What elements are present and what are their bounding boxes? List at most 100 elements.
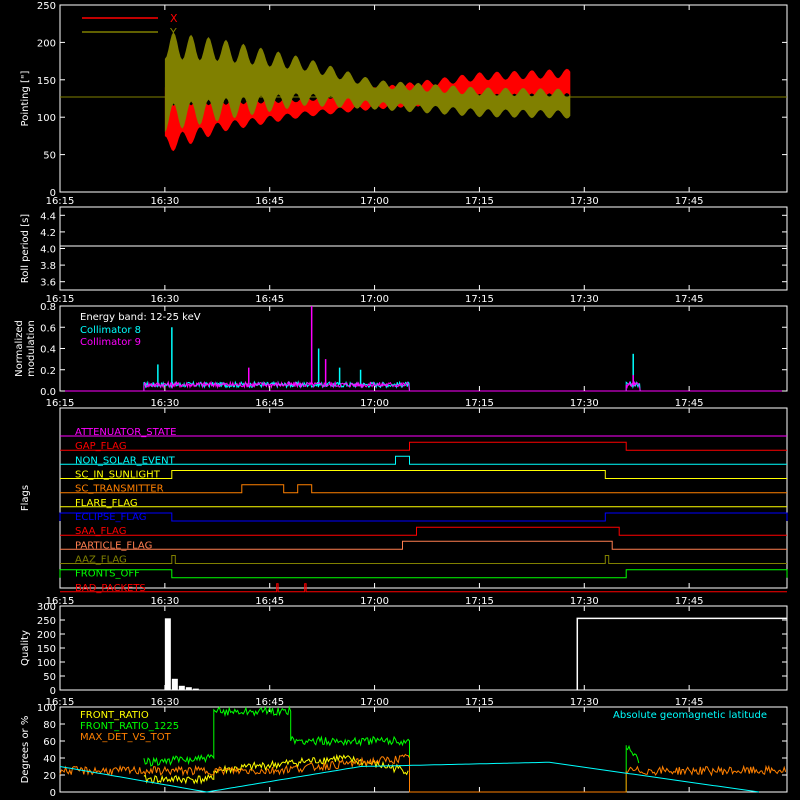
flag-row-gap-flag: GAP_FLAG xyxy=(60,441,787,452)
y-tick-label: 100 xyxy=(37,703,56,714)
flag-trace xyxy=(60,583,787,593)
x-tick-label: 17:45 xyxy=(675,697,704,708)
panel-0-y-axis: 0 50 100 150 200 250 xyxy=(37,1,787,199)
x-tick-label: 16:45 xyxy=(255,196,284,207)
x-tick-label: 16:45 xyxy=(255,294,284,305)
x-tick-label: 17:00 xyxy=(360,697,389,708)
panel-2-x-axis: 16:15 16:30 16:45 17:00 17:15 17:30 17:45 xyxy=(46,306,704,409)
flag-trace xyxy=(59,569,788,579)
quality-bars xyxy=(164,618,199,690)
y-tick-label: 100 xyxy=(37,658,56,669)
flag-label: AAZ_FLAG xyxy=(75,555,127,566)
modulation-legend-title: Energy band: 12-25 keV xyxy=(80,312,201,323)
y-tick-label: 50 xyxy=(43,151,56,162)
x-tick-label: 16:45 xyxy=(255,398,284,409)
x-tick-label: 16:15 xyxy=(46,596,75,607)
y-tick-label: 150 xyxy=(37,644,56,655)
panel-5-ylabel: Degrees or % xyxy=(20,716,31,784)
y-tick-label: 0.6 xyxy=(40,323,56,334)
flag-label: BAD_PACKETS xyxy=(75,583,146,594)
y-tick-label: 0 xyxy=(50,788,56,799)
flag-row-aaz-flag: AAZ_FLAG xyxy=(60,555,787,566)
panel-4-x-axis: 16:15 16:30 16:45 17:00 17:15 17:30 17:45 xyxy=(46,606,704,708)
y-tick-label: 0 xyxy=(50,686,56,697)
panel-4-ylabel: Quality xyxy=(20,630,31,666)
flag-trace xyxy=(60,540,787,550)
y-tick-label: 0.2 xyxy=(40,366,56,377)
panel-3-frame xyxy=(59,407,788,589)
flag-label: ATTENUATOR_STATE xyxy=(75,427,176,438)
y-tick-label: 250 xyxy=(37,616,56,627)
flag-row-sc-in-sunlight: SC_IN_SUNLIGHT xyxy=(60,470,787,481)
x-tick-label: 17:15 xyxy=(465,697,494,708)
y-tick-label: 0 xyxy=(50,188,56,199)
flag-trace xyxy=(60,455,787,465)
y-tick-label: 100 xyxy=(37,113,56,124)
y-tick-label: 20 xyxy=(43,771,56,782)
x-tick-label: 17:15 xyxy=(465,294,494,305)
x-tick-label: 17:00 xyxy=(360,398,389,409)
x-tick-label: 17:45 xyxy=(675,596,704,607)
legend-label-y: Y xyxy=(169,26,177,39)
flag-row-non-solar-event: NON_SOLAR_EVENT xyxy=(60,455,787,466)
x-tick-label: 16:30 xyxy=(150,596,179,607)
x-tick-label: 17:15 xyxy=(465,398,494,409)
flag-trace xyxy=(60,484,787,494)
x-tick-label: 17:00 xyxy=(360,294,389,305)
panel-5-y-axis: 0 20 40 60 80 100 xyxy=(37,703,787,799)
flag-trace xyxy=(60,526,787,536)
y-tick-label: 3.8 xyxy=(40,261,56,272)
x-tick-label: 17:45 xyxy=(675,196,704,207)
flag-trace xyxy=(60,470,787,479)
flag-label: SAA_FLAG xyxy=(75,526,126,537)
flag-label: SC_TRANSMITTER xyxy=(75,484,164,495)
flag-row-attenuator-state: ATTENUATOR_STATE xyxy=(60,427,787,438)
quality-bar xyxy=(171,678,178,690)
panel-4-y-axis: 0 50 100 150 200 250 300 xyxy=(37,602,787,697)
quality-bar xyxy=(192,688,199,690)
y-tick-label: 60 xyxy=(43,737,56,748)
flag-row-particle-flag: PARTICLE_FLAG xyxy=(60,540,787,551)
quality-step-line xyxy=(576,617,787,690)
flag-label: FLARE_FLAG xyxy=(75,498,138,509)
y-tick-label: 200 xyxy=(37,630,56,641)
panel-2-y-axis: 0.0 0.2 0.4 0.6 0.8 xyxy=(40,302,787,398)
y-tick-label: 0.8 xyxy=(40,302,56,313)
series-y-pointing xyxy=(164,32,571,133)
panel-2-ylabel: Normalized xyxy=(14,320,25,377)
legend-label-x: X xyxy=(170,12,178,25)
ratio-trace xyxy=(59,761,760,793)
pointing-band-y xyxy=(164,32,571,133)
y-tick-label: 0.0 xyxy=(40,387,56,398)
x-tick-label: 16:30 xyxy=(150,697,179,708)
flag-row-eclipse-flag: ECLIPSE_FLAG xyxy=(59,512,788,523)
y-tick-label: 0.4 xyxy=(40,345,56,356)
x-tick-label: 17:00 xyxy=(360,196,389,207)
flag-trace xyxy=(60,441,787,451)
x-tick-label: 16:15 xyxy=(46,398,75,409)
series-collimator-9 xyxy=(143,306,641,392)
x-tick-label: 17:15 xyxy=(465,596,494,607)
y-tick-label: 50 xyxy=(43,672,56,683)
x-tick-label: 17:30 xyxy=(570,398,599,409)
flag-row-flare-flag: FLARE_FLAG xyxy=(60,498,787,509)
flag-row-fronts-off: FRONTS_OFF xyxy=(59,569,788,580)
modulation-trace xyxy=(143,380,410,392)
panel-0-x-axis: 16:15 16:30 16:45 17:00 17:15 17:30 17:45 xyxy=(46,5,704,207)
y-tick-label: 80 xyxy=(43,720,56,731)
flag-row-sc-transmitter: SC_TRANSMITTER xyxy=(60,484,787,495)
x-tick-label: 16:45 xyxy=(255,596,284,607)
ratio-legend-label: FRONT_RATIO xyxy=(80,710,149,721)
y-tick-label: 200 xyxy=(37,38,56,49)
panel-1-y-axis: 3.6 3.8 4.0 4.2 4.4 xyxy=(40,211,787,289)
flag-label: NON_SOLAR_EVENT xyxy=(75,455,176,466)
quality-bar xyxy=(185,687,192,690)
flag-label: ECLIPSE_FLAG xyxy=(75,512,146,523)
y-tick-label: 250 xyxy=(37,1,56,12)
modulation-legend-collimator-8: Collimator 8 xyxy=(80,325,141,336)
panel-1-x-axis: 16:15 16:30 16:45 17:00 17:15 17:30 17:45 xyxy=(46,207,704,305)
y-tick-label: 300 xyxy=(37,602,56,613)
x-tick-label: 17:45 xyxy=(675,398,704,409)
x-tick-label: 16:30 xyxy=(150,196,179,207)
